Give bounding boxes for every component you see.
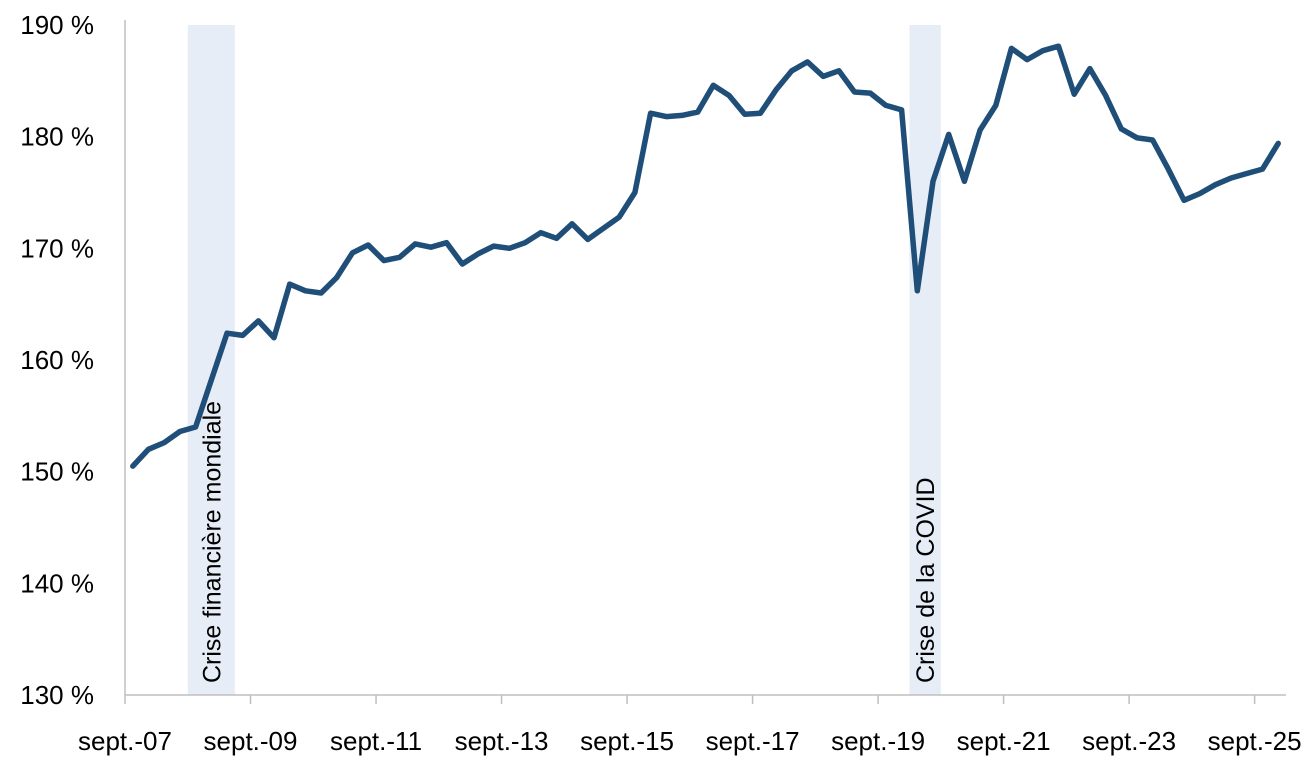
y-tick-label: 190 % xyxy=(20,10,94,40)
y-tick-label: 140 % xyxy=(20,568,94,598)
x-axis-ticks: sept.-07 sept.-09 sept.-11 sept.-13 sept.-15… xyxy=(78,695,1302,756)
axes xyxy=(124,20,1286,696)
x-tick-label: sept.-19 xyxy=(831,726,925,756)
band-label-0: Crise financière mondiale xyxy=(198,401,226,683)
series-group xyxy=(130,43,1281,469)
x-tick-label: sept.-23 xyxy=(1082,726,1176,756)
y-tick-label: 160 % xyxy=(20,345,94,375)
y-tick-label: 180 % xyxy=(20,122,94,152)
x-tick-label: sept.-15 xyxy=(580,726,674,756)
x-tick-label: sept.-07 xyxy=(78,726,172,756)
y-tick-label: 150 % xyxy=(20,457,94,487)
band-label-1: Crise de la COVID xyxy=(912,477,940,683)
x-tick-label: sept.-17 xyxy=(706,726,800,756)
y-tick-label: 170 % xyxy=(20,233,94,263)
x-tick-label: sept.-21 xyxy=(957,726,1051,756)
x-tick-label: sept.-11 xyxy=(330,726,422,756)
x-tick-label: sept.-09 xyxy=(204,726,298,756)
series-line-0 xyxy=(130,43,1281,469)
y-axis-ticks: 130 % 140 % 150 % 160 % 170 % 180 % 190 % xyxy=(20,10,94,710)
band-1 xyxy=(909,25,941,695)
shaded-periods: Crise financière mondiale Crise de la COV… xyxy=(187,25,941,695)
band-0 xyxy=(187,25,235,695)
x-tick-label: sept.-13 xyxy=(455,726,549,756)
y-tick-label: 130 % xyxy=(20,680,94,710)
x-tick-label: sept.-25 xyxy=(1208,726,1302,756)
